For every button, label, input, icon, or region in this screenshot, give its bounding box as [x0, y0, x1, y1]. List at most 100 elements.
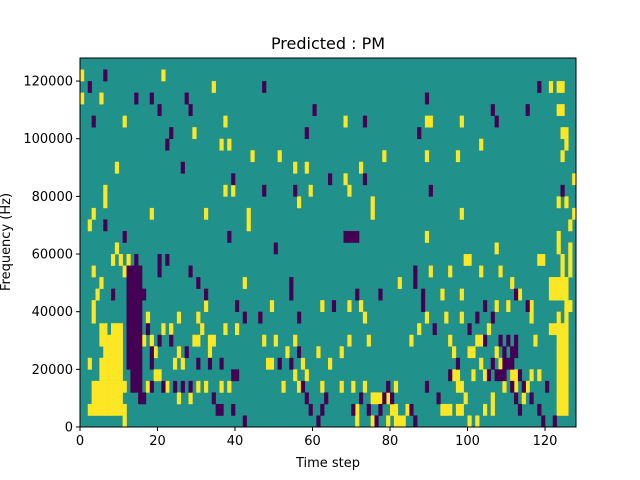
heatmap-cell-high — [409, 334, 414, 347]
heatmap-cell-high — [91, 300, 96, 312]
heatmap-cell-high — [525, 380, 530, 393]
heatmap-cell-low — [130, 300, 135, 312]
heatmap-cell-high — [417, 323, 422, 336]
heatmap-cell-high — [560, 334, 565, 347]
heatmap-cell-low — [258, 311, 263, 324]
heatmap-cell-low — [134, 334, 139, 347]
x-axis: 0 20 40 60 80 100 120 — [76, 427, 557, 449]
y-axis: 0 20000 40000 60000 80000 100000 120000 — [23, 75, 80, 436]
heatmap-cell-high — [107, 369, 112, 382]
heatmap-cell-high — [103, 334, 108, 347]
heatmap-cell-high — [149, 207, 154, 220]
heatmap-cell-high — [192, 127, 197, 140]
heatmap-cell-high — [95, 380, 100, 393]
heatmap-cell-high — [397, 277, 402, 289]
heatmap-cell-high — [200, 323, 205, 336]
heatmap-cell-high — [370, 196, 375, 209]
heatmap-cell-high — [114, 161, 120, 174]
heatmap-cell-high — [316, 346, 321, 359]
heatmap-cell-high — [510, 369, 515, 382]
heatmap-cell-high — [556, 357, 561, 370]
heatmap-cell-high — [506, 300, 511, 312]
heatmap-cell-low — [514, 334, 519, 347]
heatmap-cell-high — [362, 380, 368, 393]
heatmap-cell-high — [343, 173, 348, 186]
y-axis-title: Frequency (Hz) — [0, 193, 14, 291]
heatmap-cell-high — [479, 334, 484, 347]
heatmap-cell-low — [289, 357, 294, 370]
heatmap-cell-low — [382, 392, 387, 405]
heatmap-cell-high — [560, 254, 565, 266]
heatmap-cell-high — [397, 415, 402, 428]
heatmap-cell-high — [227, 380, 232, 393]
heatmap-cell-high — [297, 380, 302, 393]
heatmap-cell-high — [366, 334, 371, 347]
heatmap-cell-low — [219, 357, 224, 370]
heatmap-cell-high — [126, 254, 131, 266]
heatmap-cell-low — [537, 403, 542, 416]
heatmap-cell-low — [517, 369, 523, 382]
heatmap-cell-high — [560, 127, 565, 140]
heatmap-cell-high — [103, 369, 108, 382]
heatmap-cell-low — [262, 81, 267, 93]
heatmap-cell-high — [428, 265, 433, 278]
heatmap-cell-high — [122, 115, 127, 128]
heatmap-cell-low — [231, 403, 236, 416]
heatmap-cell-high — [339, 380, 344, 393]
heatmap-cell-low — [312, 104, 317, 116]
heatmap-cell-high — [142, 334, 147, 347]
heatmap-cell-high — [196, 334, 201, 347]
heatmap-cell-low — [510, 380, 515, 393]
heatmap-cell-low — [196, 357, 201, 370]
heatmap-cell-low — [386, 380, 391, 393]
x-tick-label: 80 — [382, 434, 399, 449]
heatmap-cell-high — [560, 265, 565, 278]
heatmap-cell-low — [130, 265, 135, 278]
heatmap-cell-high — [145, 311, 151, 324]
heatmap-cell-high — [459, 311, 464, 324]
heatmap-cell-high — [192, 334, 197, 347]
heatmap-cell-low — [498, 334, 503, 347]
heatmap-cell-high — [479, 138, 484, 151]
heatmap-cell-high — [114, 403, 120, 416]
heatmap-cell-low — [231, 173, 236, 186]
heatmap-cell-high — [514, 369, 519, 382]
heatmap-cell-low — [455, 357, 461, 370]
y-tick-label: 40000 — [32, 305, 73, 320]
heatmap-cell-low — [293, 184, 298, 197]
heatmap-cell-high — [114, 369, 120, 382]
heatmap-cell-low — [514, 346, 519, 359]
heatmap-cell-high — [560, 323, 565, 336]
heatmap-cell-high — [459, 207, 464, 220]
heatmap-cell-high — [223, 323, 228, 336]
heatmap-cell-high — [122, 403, 127, 416]
heatmap-cell-high — [176, 392, 182, 405]
heatmap-cell-high — [564, 127, 569, 140]
heatmap-cell-high — [471, 369, 476, 382]
heatmap-cell-high — [103, 392, 108, 405]
heatmap-cell-high — [180, 357, 185, 370]
heatmap-cell-low — [169, 127, 174, 140]
heatmap-cell-low — [165, 254, 170, 266]
heatmap-cell-high — [359, 161, 364, 174]
heatmap-cell-high — [386, 415, 391, 428]
heatmap-cell-high — [103, 403, 108, 416]
heatmap-cell-high — [99, 380, 104, 393]
heatmap-cell-low — [91, 115, 96, 128]
heatmap-cell-high — [308, 184, 313, 197]
heatmap-cell-high — [231, 184, 236, 197]
heatmap-cell-high — [320, 300, 325, 312]
heatmap-cell-high — [157, 369, 162, 382]
heatmap-cell-high — [173, 357, 178, 370]
heatmap-cell-high — [529, 369, 534, 382]
heatmap-cell-low — [378, 288, 383, 301]
heatmap-cell-low — [424, 380, 430, 393]
heatmap-cell-low — [130, 346, 135, 359]
heatmap-cell-high — [176, 346, 182, 359]
heatmap-cell-low — [196, 277, 201, 289]
heatmap-cell-low — [506, 334, 511, 347]
heatmap-cell-low — [130, 380, 135, 393]
heatmap-cell-low — [126, 346, 131, 359]
y-tick-label: 0 — [65, 421, 73, 436]
heatmap-cell-low — [126, 357, 131, 370]
